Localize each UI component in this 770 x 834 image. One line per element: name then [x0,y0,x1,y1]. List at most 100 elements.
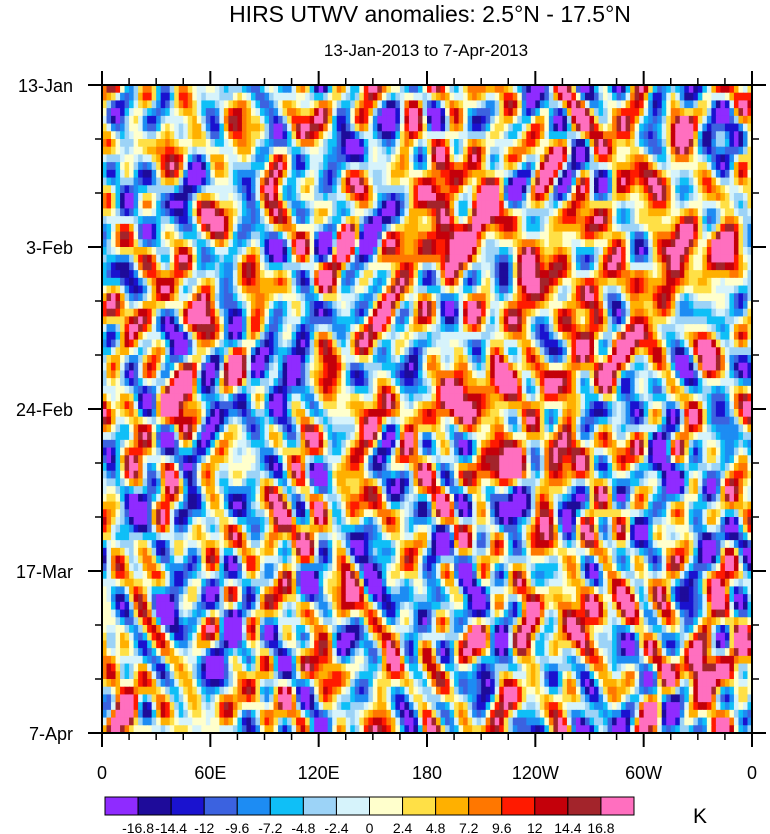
heatmap-cell [539,200,545,210]
heatmap-cell [589,331,595,341]
heatmap-cell [706,92,712,102]
heatmap-cell [291,200,297,210]
heatmap-cell [715,247,721,256]
heatmap-cell [449,131,455,140]
heatmap-cell [670,293,676,302]
heatmap-cell [309,208,315,217]
heatmap-cell [183,324,189,333]
heatmap-cell [296,231,302,240]
heatmap-cell [133,177,139,186]
heatmap-cell [566,115,573,125]
heatmap-cell [675,169,681,179]
heatmap-cell [530,200,536,210]
heatmap-cell [666,177,672,186]
heatmap-cell [521,301,527,310]
heatmap-cell [679,185,685,194]
heatmap-cell [720,146,726,156]
heatmap-cell [697,108,703,117]
chart-title: HIRS UTWV anomalies: 2.5°N - 17.5°N [229,1,631,27]
heatmap-cell [278,347,284,356]
heatmap-cell [192,146,198,156]
heatmap-cell [621,301,627,310]
heatmap-cell [467,285,473,294]
heatmap-cell [517,254,523,264]
heatmap-cell [666,100,672,109]
heatmap-cell [557,177,564,186]
heatmap-cell [228,247,234,256]
heatmap-cell [463,262,469,271]
heatmap-cell [223,301,229,310]
heatmap-cell [494,177,500,186]
heatmap-cell [196,247,202,256]
heatmap-cell [350,108,356,117]
heatmap-cell [341,139,347,148]
heatmap-cell [548,162,554,171]
heatmap-cell [436,200,442,210]
heatmap-cell [512,146,518,156]
heatmap-cell [490,277,496,287]
heatmap-cell [300,208,306,217]
heatmap-cell [584,100,591,109]
heatmap-cell [201,108,207,117]
heatmap-cell [724,208,731,217]
heatmap-cell [178,115,184,125]
heatmap-cell [102,339,108,348]
heatmap-cell [232,223,239,233]
heatmap-cell [472,123,478,132]
heatmap-cell [259,115,266,125]
heatmap-cell [494,92,500,102]
heatmap-cell [517,92,523,102]
heatmap-cell [499,270,505,279]
heatmap-cell [666,146,672,156]
heatmap-cell [350,347,356,356]
heatmap-cell [408,177,415,186]
heatmap-cell [129,239,135,248]
heatmap-cell [476,347,482,356]
heatmap-cell [156,285,162,294]
heatmap-cell [639,270,645,279]
heatmap-cell [724,92,731,102]
heatmap-cell [314,193,320,202]
heatmap-cell [625,339,631,348]
heatmap-cell [228,270,234,279]
heatmap-cell [553,339,559,348]
heatmap-cell [517,308,523,318]
heatmap-cell [363,239,369,248]
heatmap-cell [255,339,261,348]
heatmap-cell [129,108,135,117]
heatmap-cell [648,193,654,202]
heatmap-cell [278,339,284,348]
heatmap-cell [417,100,424,109]
heatmap-cell [684,131,690,140]
heatmap-cell [553,316,559,325]
heatmap-cell [463,223,469,233]
heatmap-cell [350,185,356,194]
heatmap-cell [512,154,518,163]
heatmap-cell [111,115,117,125]
heatmap-cell [553,208,559,217]
heatmap-cell [693,277,699,287]
heatmap-cell [436,239,442,248]
heatmap-cell [309,123,315,132]
heatmap-cell [625,92,631,102]
heatmap-cell [729,339,735,348]
heatmap-cell [458,262,464,271]
heatmap-cell [621,154,627,163]
heatmap-cell [481,139,487,148]
heatmap-cell [571,308,577,318]
heatmap-cell [381,277,387,287]
heatmap-cell [404,216,410,225]
heatmap-cell [621,254,627,264]
heatmap-cell [205,92,211,102]
heatmap-cell [345,277,351,287]
heatmap-cell [508,85,514,94]
heatmap-cell [711,293,717,302]
heatmap-cell [422,200,428,210]
heatmap-cell [264,108,270,117]
heatmap-cell [255,200,261,210]
heatmap-cell [702,223,708,233]
heatmap-cell [309,347,315,356]
heatmap-cell [706,154,712,163]
heatmap-cell [187,146,193,156]
heatmap-cell [327,231,333,240]
